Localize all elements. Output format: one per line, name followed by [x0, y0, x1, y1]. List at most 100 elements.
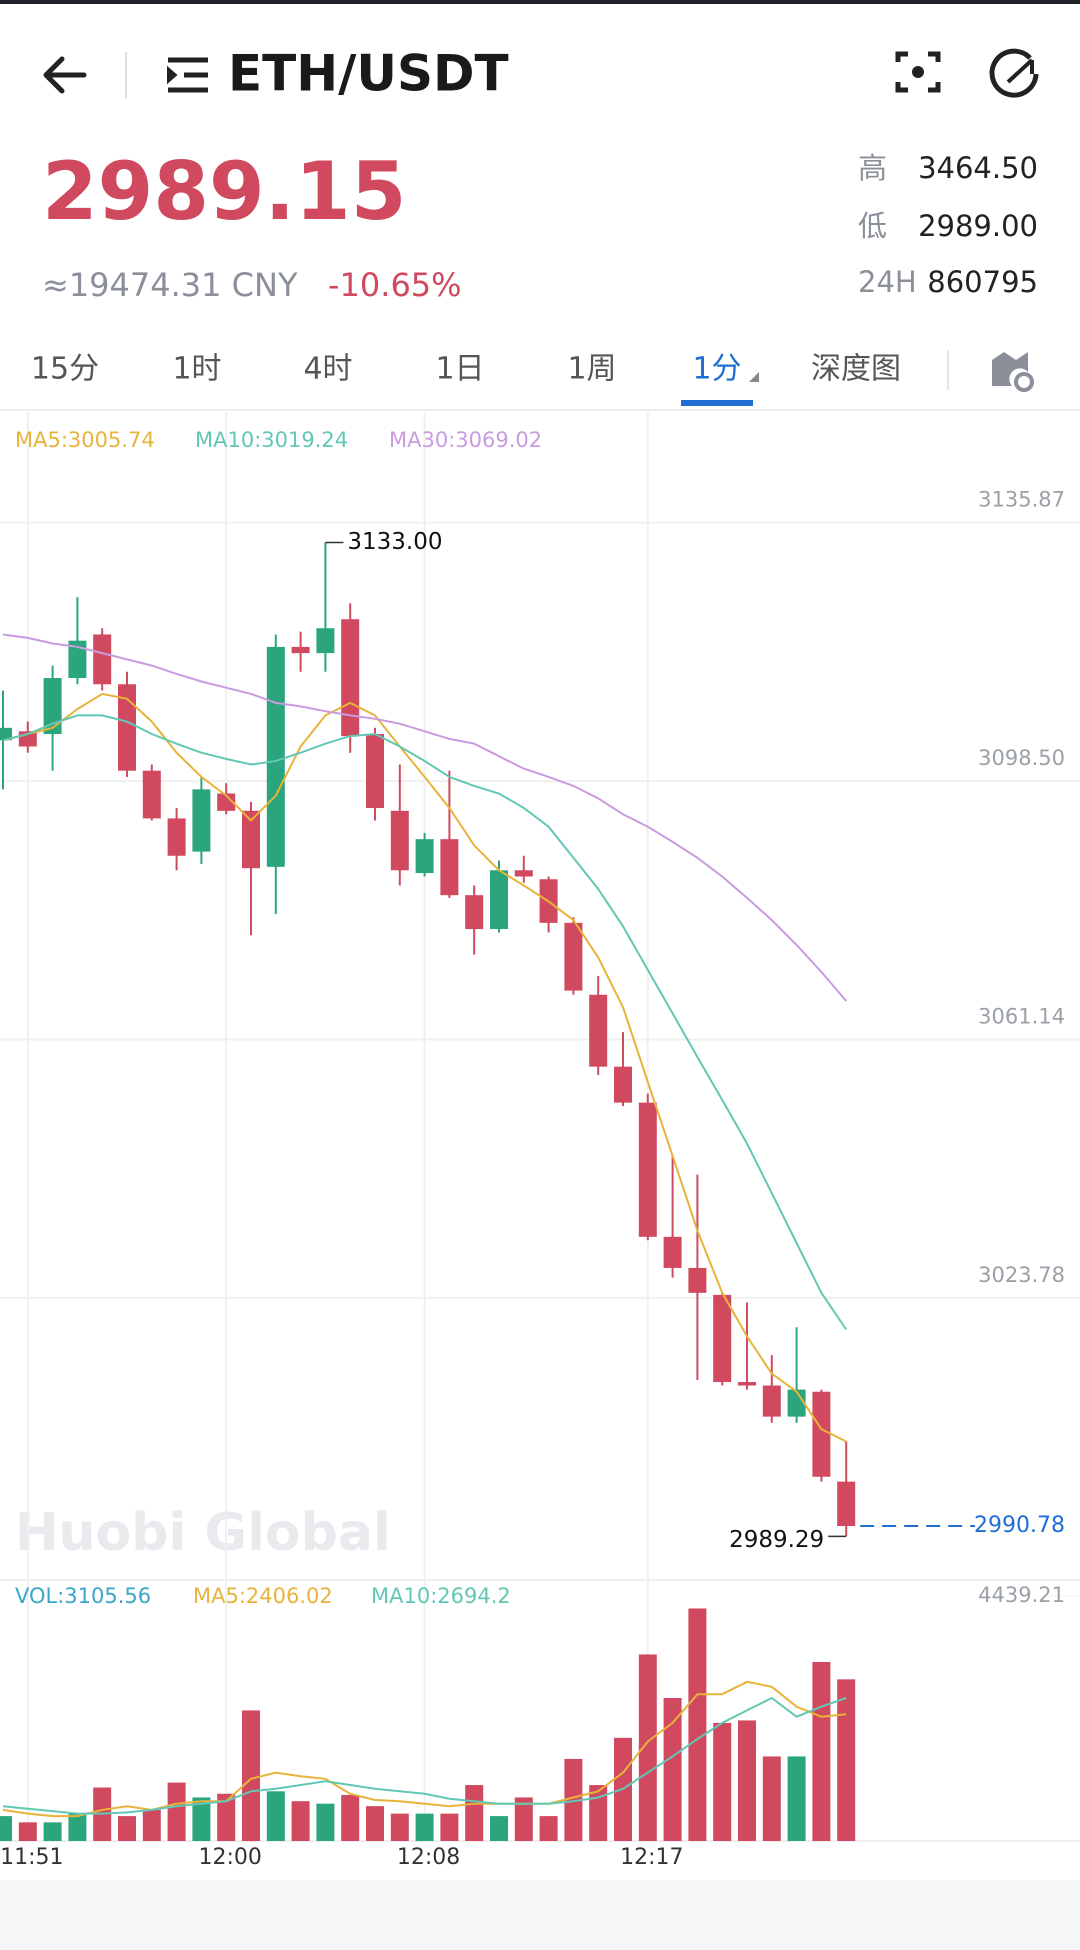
last-price: 2989.15	[42, 145, 406, 238]
stat-value: 2989.00	[918, 209, 1038, 243]
volume-ma-legend: MA10:2694.2	[371, 1584, 511, 1608]
interval-tab[interactable]: 1日	[435, 352, 484, 387]
stat-label: 高	[858, 151, 887, 185]
x-tick-label: 12:08	[397, 1845, 460, 1870]
candle-body	[93, 634, 112, 685]
candle-body	[564, 922, 583, 991]
volume-bar	[390, 1813, 409, 1841]
interval-tab[interactable]: 15分	[31, 352, 99, 387]
candle-body	[0, 727, 12, 741]
volume-bar	[142, 1809, 161, 1841]
min-label: 2989.29	[729, 1527, 824, 1553]
volume-bar	[68, 1813, 87, 1841]
candle-body	[167, 818, 186, 856]
volume-bar	[415, 1813, 434, 1841]
volume-bar	[266, 1791, 285, 1841]
volume-bar	[638, 1654, 657, 1841]
candle-body	[341, 619, 360, 737]
candle-body	[291, 646, 310, 654]
volume-ma-legend: MA5:2406.02	[193, 1584, 333, 1608]
candle-body	[366, 734, 384, 809]
x-tick-label: 12:17	[620, 1845, 683, 1870]
volume-bar	[812, 1661, 831, 1841]
status-bar	[0, 0, 1080, 4]
interval-tab[interactable]: 1分	[692, 352, 741, 387]
x-tick-label: 11:51	[0, 1845, 63, 1870]
max-label: 3133.00	[347, 529, 442, 555]
y-tick-label: 3135.87	[978, 488, 1065, 512]
candle-body	[514, 870, 533, 877]
candle-body	[390, 810, 409, 871]
volume-bar	[192, 1797, 211, 1841]
candle-body	[614, 1066, 632, 1103]
back-button[interactable]	[43, 56, 87, 94]
candle-body	[713, 1294, 732, 1383]
candle-body	[440, 839, 459, 896]
volume-legend: VOL:3105.56	[15, 1584, 151, 1608]
candle-body	[43, 678, 62, 735]
candle-body	[787, 1389, 806, 1417]
pair-title[interactable]: ETH/USDT	[228, 45, 509, 103]
volume-bar	[167, 1782, 186, 1841]
candle-body	[812, 1391, 831, 1477]
price-change: -10.65%	[328, 266, 462, 304]
candle-body	[316, 628, 335, 654]
volume-bar	[490, 1816, 508, 1841]
ma-line	[2, 692, 847, 1443]
interval-tab[interactable]: 1时	[172, 352, 221, 387]
scan-icon[interactable]	[895, 51, 941, 93]
volume-bar	[564, 1758, 583, 1841]
stat-label: 低	[858, 209, 887, 243]
volume-bar	[217, 1793, 236, 1841]
ma-legend: MA5:3005.74	[15, 428, 155, 452]
volume-bar	[316, 1803, 335, 1841]
refresh-icon[interactable]	[989, 48, 1039, 98]
volume-bar	[514, 1797, 533, 1841]
volume-bar	[242, 1710, 260, 1841]
ma-legend: MA10:3019.24	[195, 428, 348, 452]
volume-bar	[713, 1722, 732, 1841]
ma-legend: MA30:3069.02	[389, 428, 542, 452]
x-tick-label: 12:00	[198, 1845, 261, 1870]
volume-bar	[837, 1679, 856, 1841]
chart-settings-icon[interactable]	[992, 352, 1034, 392]
volume-bar	[787, 1756, 806, 1841]
interval-tab[interactable]: 深度图	[811, 352, 901, 387]
stat-value: 3464.50	[918, 151, 1038, 185]
volume-bar	[539, 1816, 558, 1841]
candle-body	[490, 870, 508, 930]
volume-bar	[341, 1794, 360, 1841]
candle-body	[738, 1382, 756, 1386]
active-tab-underline	[681, 400, 753, 406]
interval-tab[interactable]: 1周	[567, 352, 616, 387]
candle-body	[68, 640, 87, 679]
interval-tab[interactable]: 4时	[303, 352, 352, 387]
cny-price: ≈19474.31 CNY	[42, 266, 298, 304]
candle-body	[192, 789, 211, 852]
y-tick-label: 3023.78	[978, 1263, 1065, 1287]
candle-body	[762, 1385, 781, 1417]
volume-bar	[118, 1816, 136, 1841]
candle-body	[638, 1102, 657, 1237]
candle-body	[465, 895, 484, 930]
volume-bar	[43, 1822, 62, 1841]
bottom-bar	[0, 1880, 1080, 1950]
ma-line	[2, 714, 848, 1331]
menu-icon[interactable]	[167, 57, 208, 93]
candle-body	[415, 839, 434, 874]
volume-ma-line	[2, 1680, 847, 1818]
candle-body	[266, 646, 285, 867]
volume-bar	[762, 1756, 781, 1841]
candle-body	[242, 810, 260, 869]
kline-chart: 3135.87 3098.50 3061.14 3023.78 4439.21 11:51…	[0, 412, 1080, 1870]
candle-body	[663, 1236, 682, 1268]
y-tick-label: 3061.14	[978, 1004, 1065, 1028]
volume-bar	[663, 1698, 682, 1841]
candle-body	[589, 994, 608, 1067]
volume-bar	[291, 1801, 310, 1841]
candle-body	[217, 793, 236, 811]
volume-bar	[366, 1806, 384, 1841]
volume-bar	[738, 1720, 756, 1841]
stat-value: 860795	[927, 265, 1038, 299]
